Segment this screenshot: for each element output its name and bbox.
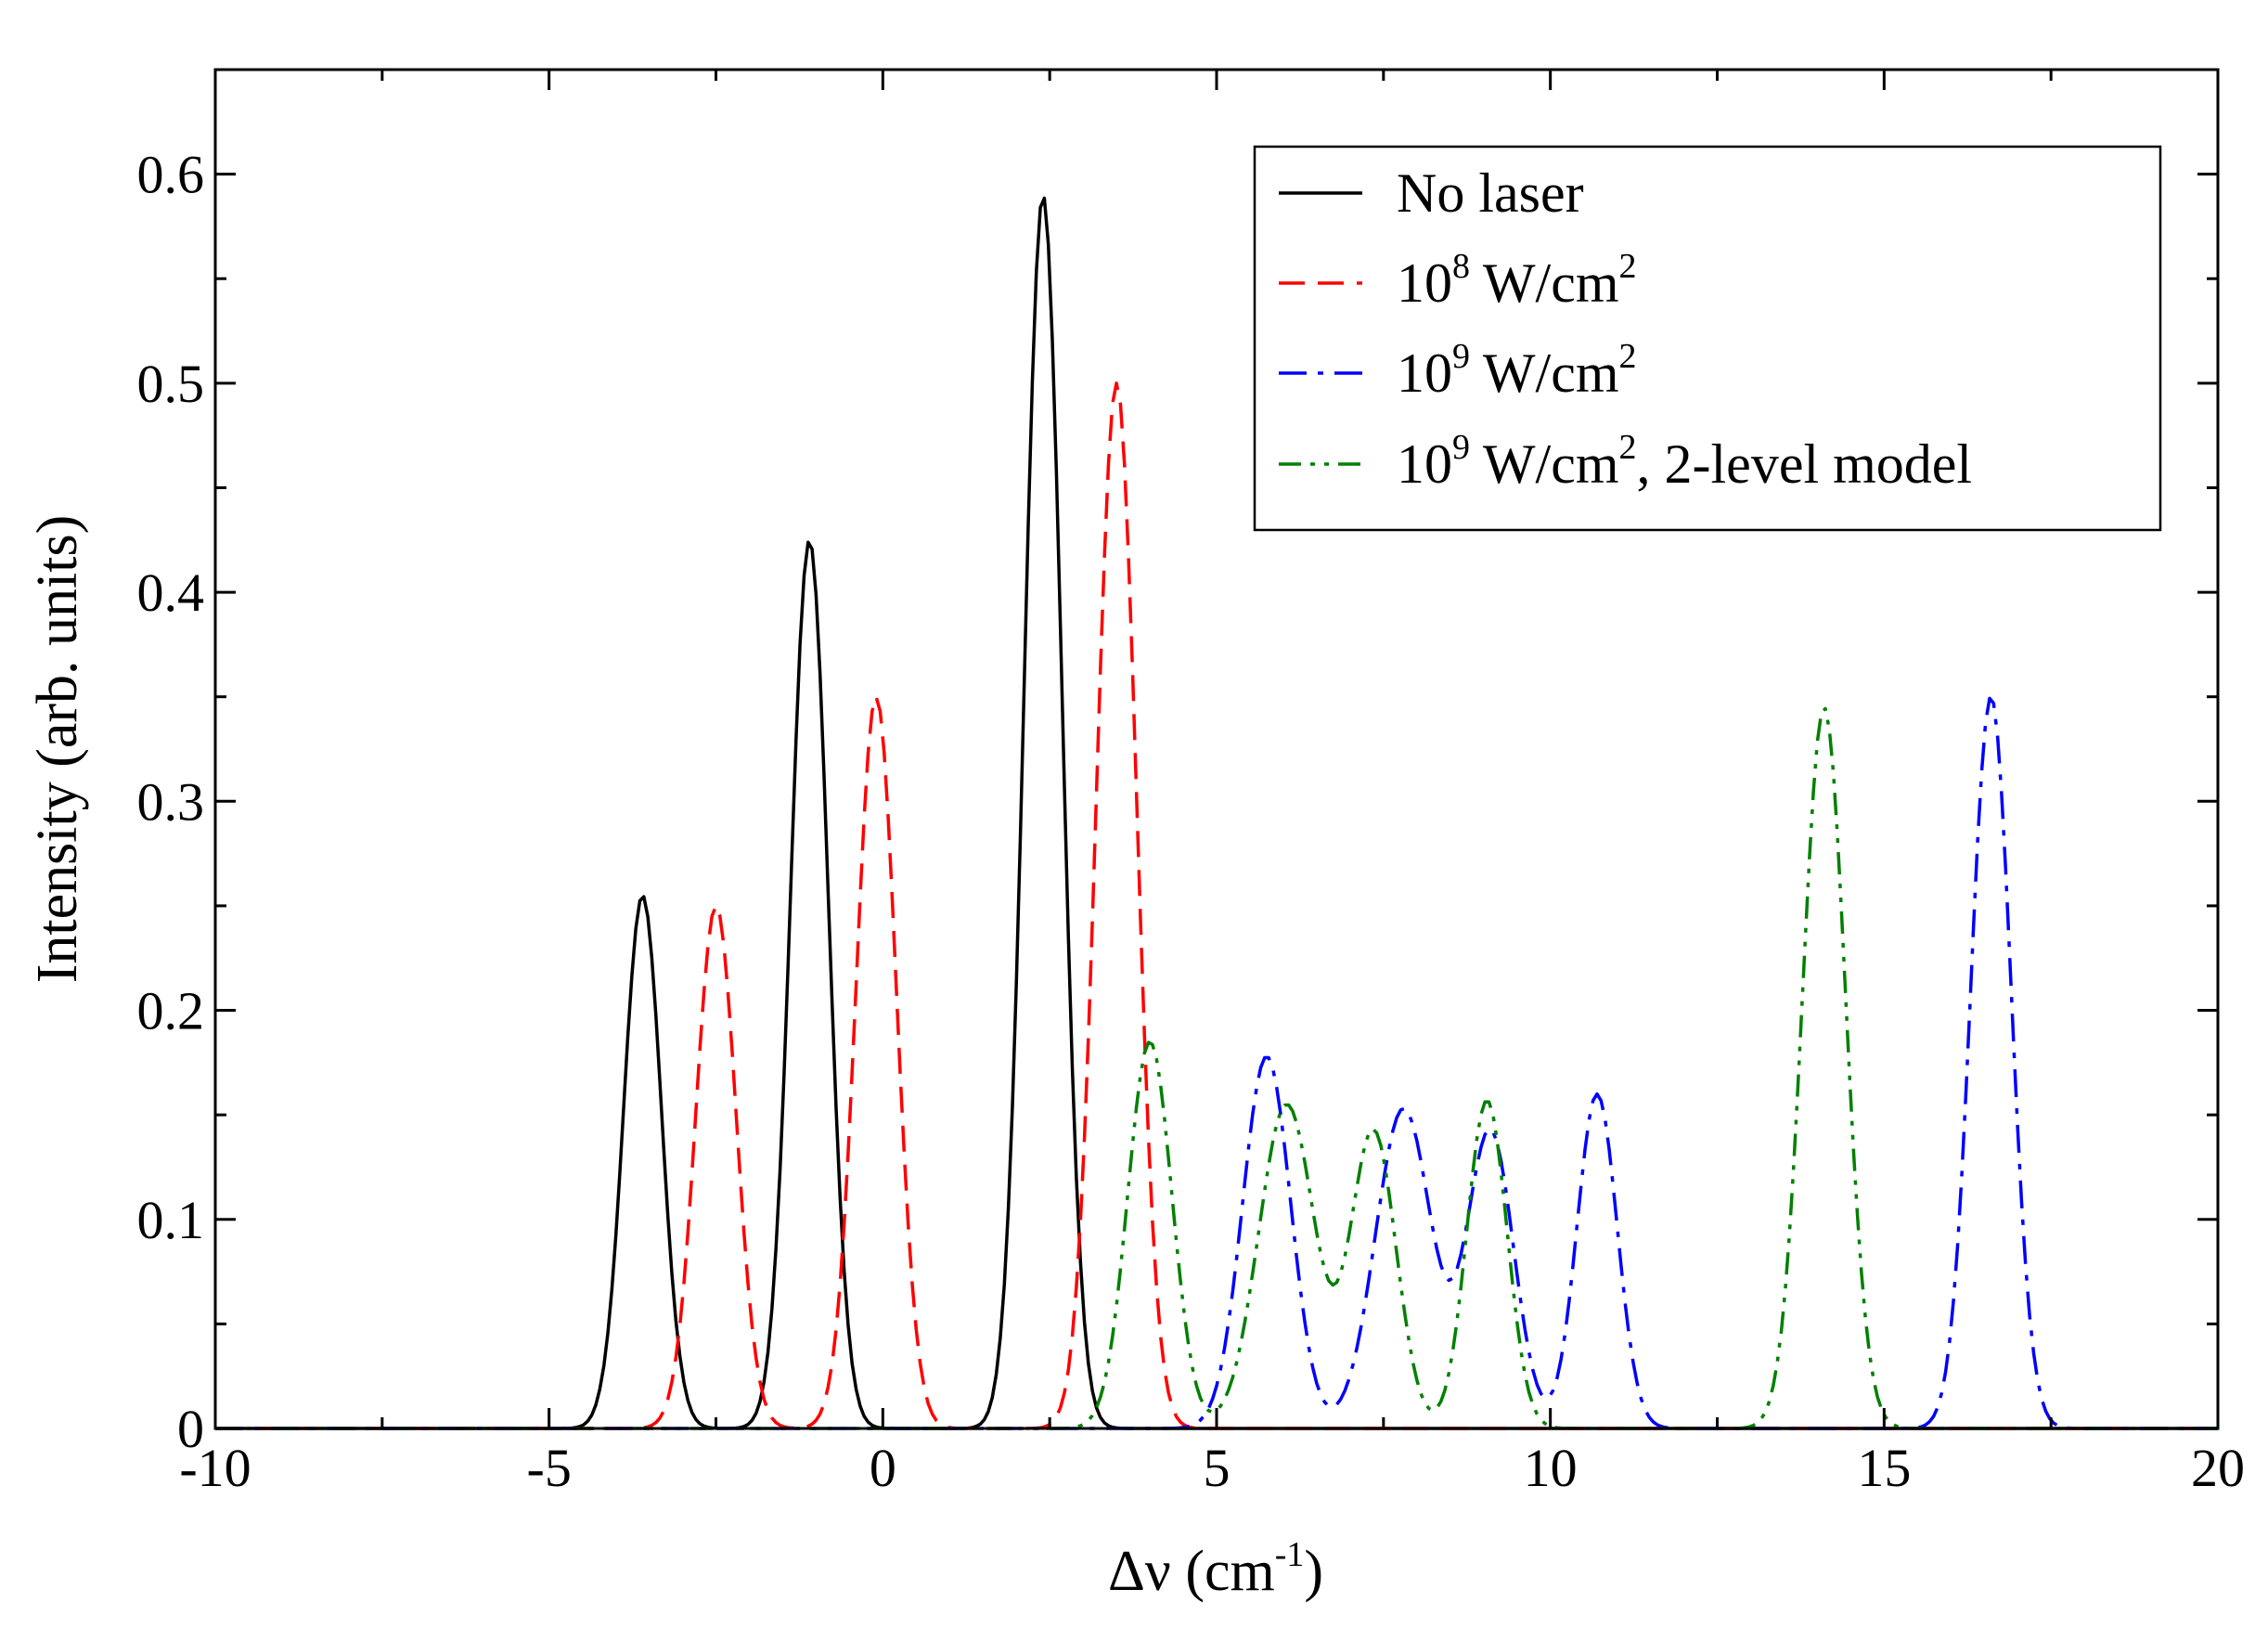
legend-label-1: No laser xyxy=(1397,162,1584,224)
legend-label-3: 109 W/cm2​ xyxy=(1397,337,1637,404)
y-tick-label: 0 xyxy=(177,1399,204,1459)
legend-box xyxy=(1253,145,2162,532)
series-line-2 xyxy=(215,381,2218,1430)
y-tick-label: 0.5 xyxy=(137,354,205,414)
y-tick-label: 0.2 xyxy=(137,981,205,1041)
x-axis-title-sup: -1 xyxy=(1275,1535,1305,1574)
x-axis-title: Δν (cm-1) xyxy=(1108,1535,1323,1603)
x-axis-title-main: Δν (cm xyxy=(1108,1540,1275,1603)
axis-ticks xyxy=(213,70,2220,1430)
y-tick-label: 0.1 xyxy=(137,1190,205,1250)
x-tick-label: 20 xyxy=(2191,1438,2245,1498)
legend-label-2: 108 W/cm2​ xyxy=(1397,247,1637,314)
y-tick-label: 0.4 xyxy=(137,562,205,623)
x-tick-label: 0 xyxy=(870,1438,896,1498)
y-axis-title: Intensity (arb. units) xyxy=(26,515,89,984)
series-line-3 xyxy=(215,696,2218,1430)
axis-tick-labels: -10 -5 0 5 10 15 20 0 0.1 0.2 0.3 0.4 0.5 0.6 xyxy=(137,145,2246,1498)
legend: No laser 108 W/cm2​ 109 W/cm2​ 109 W/cm2, 2… xyxy=(1253,145,2162,532)
y-tick-label: 0.3 xyxy=(137,771,205,832)
y-tick-label: 0.6 xyxy=(137,145,205,205)
x-axis-title-tail: ) xyxy=(1304,1540,1323,1603)
x-tick-label: -10 xyxy=(179,1438,251,1498)
legend-label-4: 109 W/cm2, 2-level model xyxy=(1397,428,1972,495)
series-line-4 xyxy=(215,706,2218,1430)
x-tick-label: 5 xyxy=(1204,1438,1231,1498)
x-tick-label: 10 xyxy=(1524,1438,1578,1498)
x-tick-label: 15 xyxy=(1857,1438,1911,1498)
x-tick-label: -5 xyxy=(527,1438,572,1498)
